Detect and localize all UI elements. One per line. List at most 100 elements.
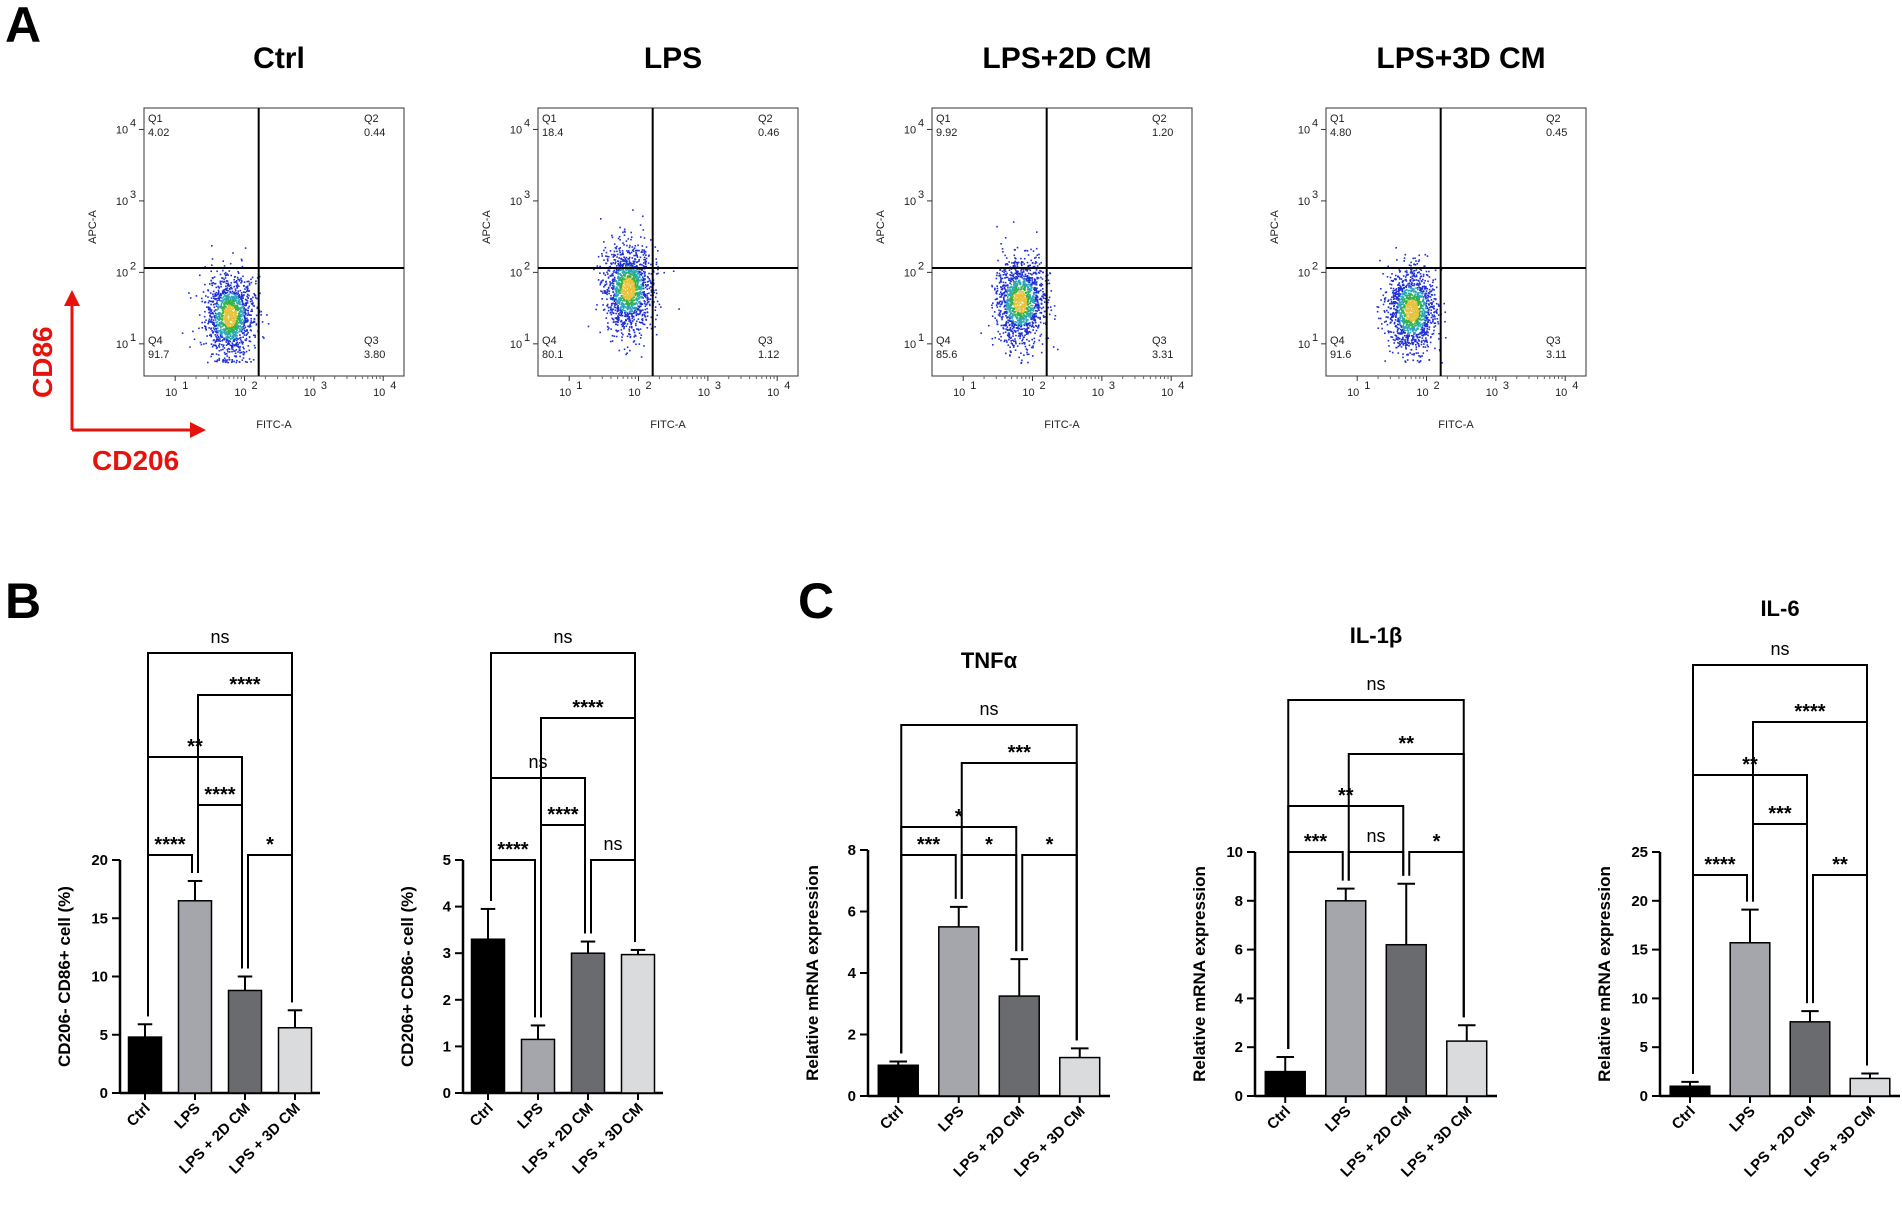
flow-event <box>631 263 634 265</box>
flow-event <box>620 286 622 288</box>
flow-event <box>1038 263 1041 265</box>
flow-event <box>619 298 621 300</box>
flow-event <box>1025 330 1027 333</box>
flow-event <box>207 322 209 325</box>
flow-event <box>1399 293 1402 295</box>
flow-event <box>643 323 646 326</box>
flow-event <box>1035 272 1037 275</box>
flow-event <box>232 324 234 327</box>
flow-event <box>1009 274 1011 276</box>
flow-event <box>1410 324 1412 327</box>
flow-event <box>1398 282 1401 284</box>
flow-event <box>629 279 631 281</box>
x-tick-exponent: 4 <box>390 380 396 392</box>
flow-event <box>1015 283 1018 286</box>
quadrant-value: 80.1 <box>542 349 563 361</box>
flow-event <box>248 294 250 297</box>
flow-event <box>1012 279 1015 282</box>
flow-event <box>232 331 235 333</box>
flow-event <box>1007 289 1009 291</box>
flow-event <box>217 354 220 356</box>
flow-event <box>1406 341 1409 343</box>
flow-event <box>626 295 628 298</box>
flow-event <box>623 273 625 276</box>
flow-event <box>1387 265 1389 268</box>
flow-event <box>613 269 615 272</box>
flow-event <box>624 297 626 299</box>
flow-event <box>211 311 214 314</box>
flow-event <box>631 296 633 298</box>
flow-event <box>198 327 200 330</box>
flow-event <box>198 314 201 316</box>
flow-event <box>998 303 1000 305</box>
flow-event <box>1043 301 1046 303</box>
flow-event <box>631 303 633 306</box>
flow-event <box>632 260 635 263</box>
flow-event <box>229 329 231 332</box>
flow-event <box>221 318 224 320</box>
flow-event <box>1444 311 1446 313</box>
flow-event <box>1010 277 1012 279</box>
flow-event <box>624 312 626 314</box>
flow-event <box>637 313 640 316</box>
flow-event <box>1007 319 1009 321</box>
flow-event <box>228 318 231 321</box>
flow-event <box>616 310 619 313</box>
flow-event <box>223 316 225 319</box>
flow-event <box>1026 275 1029 277</box>
flow-event <box>1021 261 1023 263</box>
flow-event <box>244 326 247 329</box>
flow-event <box>237 324 240 327</box>
flow-event <box>226 318 228 320</box>
flow-event <box>213 315 215 318</box>
flow-event <box>212 323 214 325</box>
flow-event <box>663 271 665 274</box>
flow-event <box>1018 320 1021 323</box>
flow-event <box>1406 321 1409 324</box>
flow-event <box>235 281 238 284</box>
flow-event <box>201 321 203 324</box>
flow-event <box>245 304 247 306</box>
flow-event <box>1036 277 1039 280</box>
flow-event <box>635 274 637 276</box>
flow-event <box>1400 342 1403 344</box>
flow-event <box>1010 330 1013 332</box>
flow-event <box>254 297 257 299</box>
flow-event <box>1025 304 1027 306</box>
flow-event <box>625 353 627 356</box>
flow-event <box>228 348 231 350</box>
flow-event <box>1054 314 1057 317</box>
flow-event <box>640 279 642 282</box>
flow-event <box>216 309 218 311</box>
flow-event <box>1423 318 1425 320</box>
flow-event <box>1013 254 1016 257</box>
flow-event <box>1009 355 1011 357</box>
flow-event <box>222 344 225 346</box>
flow-event <box>991 284 993 287</box>
flow-event <box>242 314 245 317</box>
flow-event <box>632 304 635 306</box>
flow-event <box>231 326 233 329</box>
flow-event <box>604 291 607 293</box>
flow-event <box>620 329 623 331</box>
flow-event <box>1006 341 1008 343</box>
flow-event <box>247 325 249 328</box>
flow-event <box>618 282 621 284</box>
flow-event <box>634 307 636 310</box>
quadrant-name: Q3 <box>758 335 773 347</box>
flow-event <box>1002 285 1004 287</box>
flow-event <box>227 282 229 285</box>
flow-event <box>609 250 612 252</box>
flow-event <box>218 287 220 289</box>
flow-event <box>1389 330 1391 333</box>
flow-event <box>1011 299 1013 302</box>
flow-event <box>246 287 248 290</box>
flow-event <box>620 260 622 263</box>
flow-event <box>228 311 231 313</box>
flow-event <box>1026 313 1029 316</box>
flow-event <box>616 303 618 306</box>
quadrant-value: 85.6 <box>936 349 957 361</box>
flow-event <box>643 291 645 293</box>
flow-event <box>233 355 236 357</box>
flow-event <box>239 309 242 312</box>
